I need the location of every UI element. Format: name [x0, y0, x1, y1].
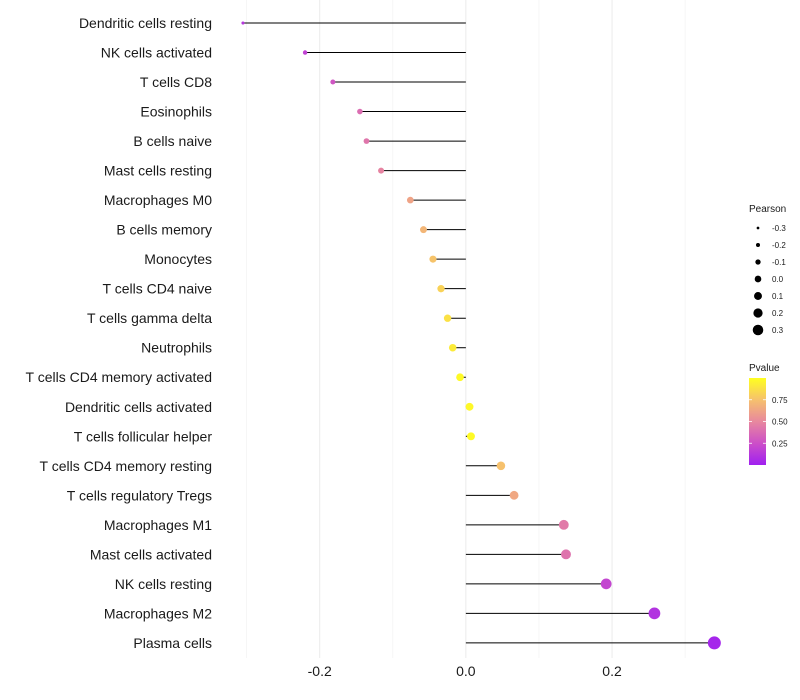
x-tick-label: -0.2	[308, 663, 332, 679]
category-label: Neutrophils	[141, 340, 212, 356]
category-label: Mast cells resting	[104, 163, 212, 179]
pearson-legend-label: 0.3	[772, 326, 784, 335]
category-label: NK cells activated	[101, 45, 212, 61]
category-label: Macrophages M0	[104, 192, 212, 208]
x-tick-label: 0.2	[602, 663, 622, 679]
category-label: Dendritic cells activated	[65, 399, 212, 415]
lollipop-dot	[330, 79, 336, 85]
lollipop-dot	[465, 402, 474, 411]
category-label: B cells naive	[133, 133, 212, 149]
lollipop-dot	[429, 255, 437, 263]
lollipop-dot	[363, 138, 370, 144]
pearson-legend-label: 0.0	[772, 275, 784, 284]
pearson-legend-dot	[755, 242, 761, 248]
pearson-size-legend: Pearson -0.3 -0.2 -0.1 0.0 0.1 0.2 0.3	[749, 204, 786, 336]
lollipop-dot	[437, 285, 445, 293]
category-label: T cells CD4 memory activated	[26, 369, 212, 385]
lollipop-dot	[443, 314, 452, 322]
pearson-legend-label: 0.2	[772, 309, 784, 318]
grid	[246, 0, 686, 658]
pvalue-legend-label: 0.25	[772, 439, 788, 448]
category-label: Monocytes	[144, 251, 212, 267]
lollipop-dot	[648, 607, 661, 620]
pvalue-legend-label: 0.75	[772, 396, 788, 405]
lollipop-dot	[707, 636, 721, 650]
lollipop-dot	[509, 490, 519, 500]
lollipop-dot	[600, 578, 612, 590]
category-label: T cells follicular helper	[74, 428, 213, 444]
lollipop-dot	[378, 167, 385, 174]
category-label: T cells regulatory Tregs	[67, 487, 212, 503]
lollipop-dot	[407, 196, 414, 204]
pearson-legend-dot	[755, 259, 761, 265]
pearson-legend-label: 0.1	[772, 292, 784, 301]
x-tick-label: 0.0	[456, 663, 476, 679]
lollipop-dot	[496, 461, 506, 471]
lollipop-stems	[242, 22, 715, 644]
pearson-legend-dot	[754, 275, 762, 283]
lollipop-dot	[558, 519, 569, 530]
pvalue-color-legend: Pvalue 0.25 0.50 0.75	[749, 363, 788, 465]
category-label: Macrophages M2	[104, 605, 212, 621]
lollipop-dot	[420, 226, 427, 234]
category-label: T cells CD8	[140, 74, 212, 90]
pearson-legend-dot	[753, 308, 763, 318]
category-label: T cells CD4 naive	[103, 281, 213, 297]
category-label: Eosinophils	[140, 104, 212, 120]
pearson-legend-dot	[754, 292, 762, 300]
category-label: Mast cells activated	[90, 546, 212, 562]
pvalue-colorbar	[749, 378, 766, 465]
x-axis-ticks: -0.2 0.0 0.2	[308, 663, 622, 679]
category-label: T cells gamma delta	[87, 310, 212, 326]
category-label: Macrophages M1	[104, 517, 212, 533]
lollipop-dot	[357, 108, 363, 115]
pearson-legend-label: -0.3	[772, 224, 786, 233]
lollipop-dot	[561, 549, 571, 560]
lollipop-dot	[241, 21, 245, 25]
lollipop-dot	[302, 50, 308, 55]
pearson-legend-dot	[756, 226, 760, 230]
pvalue-legend-label: 0.50	[772, 418, 788, 427]
lollipop-dots	[241, 21, 721, 650]
pearson-legend-label: -0.2	[772, 241, 786, 250]
category-label: B cells memory	[116, 222, 212, 238]
pearson-legend-label: -0.1	[772, 258, 786, 267]
lollipop-dot	[467, 432, 475, 441]
category-label: T cells CD4 memory resting	[40, 458, 212, 474]
pearson-legend-title: Pearson	[749, 204, 786, 215]
category-label: Dendritic cells resting	[79, 15, 212, 31]
pvalue-legend-title: Pvalue	[749, 363, 780, 374]
pearson-legend-dot	[752, 324, 764, 336]
category-label: Plasma cells	[133, 635, 212, 651]
category-labels: Dendritic cells resting NK cells activate…	[26, 15, 213, 651]
lollipop-dot	[448, 343, 457, 352]
lollipop-dot	[456, 373, 464, 382]
category-label: NK cells resting	[115, 576, 212, 592]
